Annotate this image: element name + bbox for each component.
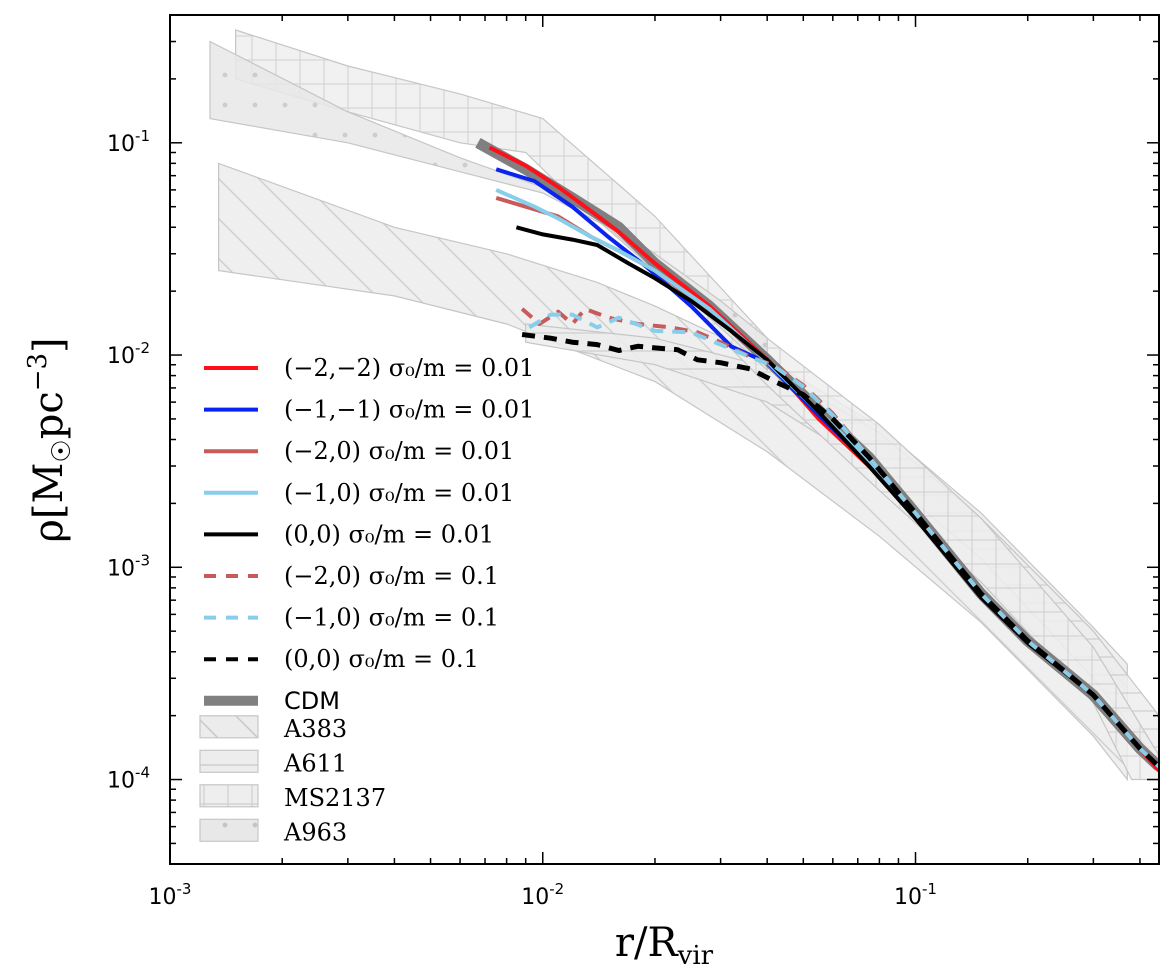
legend-label: (−1,0) σ₀/m = 0.1 bbox=[284, 604, 499, 632]
y-axis-label: ρ[M☉pc−3] bbox=[23, 337, 77, 542]
legend-label: A383 bbox=[283, 715, 347, 743]
x-tick-label: 10-3 bbox=[149, 880, 192, 910]
legend-entry-1-0-m-0-01: (−1,0) σ₀/m = 0.01 bbox=[204, 479, 514, 507]
y-tick-label: 10-4 bbox=[107, 764, 150, 794]
legend-entry-2-2-m-0-01: (−2,−2) σ₀/m = 0.01 bbox=[204, 354, 534, 382]
legend-entry-ms2137: MS2137 bbox=[199, 784, 386, 812]
y-tick-label: 10-2 bbox=[107, 339, 150, 369]
legend-swatch bbox=[199, 749, 259, 773]
legend-swatch bbox=[199, 784, 259, 808]
legend-entry-0-0-m-0-01: (0,0) σ₀/m = 0.01 bbox=[204, 520, 494, 548]
legend-entry-2-0-m-0-1: (−2,0) σ₀/m = 0.1 bbox=[204, 562, 499, 590]
legend-entry-1-1-m-0-01: (−1,−1) σ₀/m = 0.01 bbox=[204, 396, 534, 424]
legend: (−2,−2) σ₀/m = 0.01 (−1,−1) σ₀/m = 0.01 (−… bbox=[199, 354, 534, 846]
tick-labels-layer: 10-3 10-2 10-1 10-4 10-3 10-2 10-1 bbox=[107, 127, 937, 910]
legend-entry-cdm: CDM bbox=[204, 687, 340, 715]
legend-label: (−1,0) σ₀/m = 0.01 bbox=[284, 479, 514, 507]
legend-entry-0-0-m-0-1: (0,0) σ₀/m = 0.1 bbox=[204, 645, 479, 673]
legend-swatch bbox=[199, 818, 259, 842]
legend-label: (0,0) σ₀/m = 0.01 bbox=[284, 520, 494, 548]
legend-label: (−2,−2) σ₀/m = 0.01 bbox=[284, 354, 534, 382]
legend-swatch bbox=[199, 715, 259, 739]
legend-label: A611 bbox=[283, 749, 347, 777]
legend-entry-a611: A611 bbox=[199, 749, 347, 777]
x-axis-label: r/Rvir bbox=[615, 920, 714, 971]
legend-label: (−1,−1) σ₀/m = 0.01 bbox=[284, 396, 534, 424]
series-line-7 bbox=[528, 312, 1159, 769]
legend-label: (−2,0) σ₀/m = 0.01 bbox=[284, 437, 514, 465]
legend-label: A963 bbox=[283, 818, 347, 846]
legend-entry-a383: A383 bbox=[199, 715, 347, 743]
series-line-8 bbox=[521, 332, 1159, 769]
legend-label: (0,0) σ₀/m = 0.1 bbox=[284, 645, 479, 673]
legend-label: (−2,0) σ₀/m = 0.1 bbox=[284, 562, 499, 590]
legend-entry-2-0-m-0-01: (−2,0) σ₀/m = 0.01 bbox=[204, 437, 514, 465]
x-tick-label: 10-2 bbox=[521, 880, 564, 910]
ticks-layer bbox=[169, 14, 1159, 865]
legend-label: MS2137 bbox=[284, 784, 386, 812]
x-tick-label: 10-1 bbox=[894, 880, 937, 910]
legend-entry-a963: A963 bbox=[199, 818, 347, 846]
legend-label: CDM bbox=[284, 687, 340, 715]
series-layer bbox=[475, 137, 1159, 773]
legend-entry-1-0-m-0-1: (−1,0) σ₀/m = 0.1 bbox=[204, 604, 499, 632]
y-tick-label: 10-3 bbox=[107, 551, 150, 581]
y-tick-label: 10-1 bbox=[107, 127, 150, 157]
